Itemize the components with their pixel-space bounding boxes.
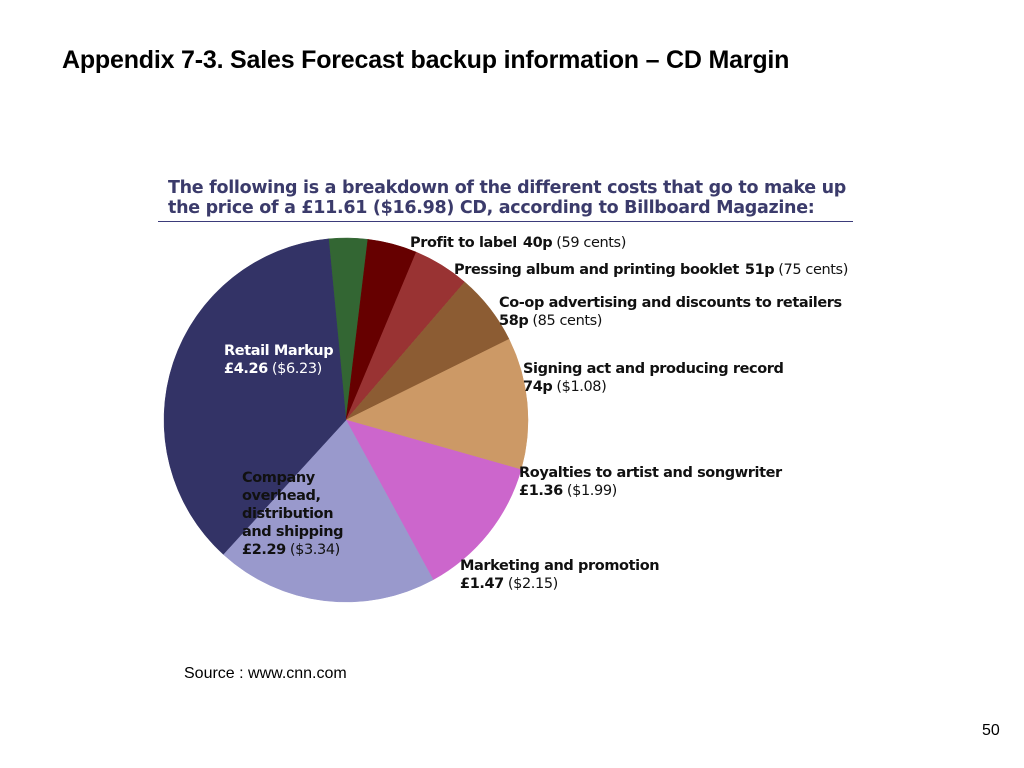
label-value-gbp: 58p [499,313,528,329]
slide-title: Appendix 7-3. Sales Forecast backup info… [62,46,790,74]
pie-chart: Profit to label 40p (59 cents) Pressing alb… [163,235,848,603]
label-value-gbp: £1.36 [519,483,563,499]
page-number: 50 [982,722,1000,739]
label-retail-markup: Retail Markup £4.26 ($6.23) [224,343,333,377]
label-name-line: Company [242,470,316,486]
label-name: Royalties to artist and songwriter [519,465,783,481]
label-company-overhead-distribution-and-shipping: Company overhead, distribution and shipping… [242,470,343,558]
label-value-usd: ($6.23) [272,361,322,377]
label-value-usd: ($1.08) [556,379,606,395]
pie-slice-company-overhead-distribution-and-shipping [222,419,434,603]
chart-title-line-2: the price of a £11.61 ($16.98) CD, accor… [168,198,815,218]
label-name-line: Retail Markup [224,343,333,359]
label-signing-act-and-producing-record: Signing act and producing record 74p ($1.0… [523,361,784,395]
label-profit-to-label: Profit to label 40p (59 cents) [410,235,626,251]
label-value-usd: ($1.99) [567,483,617,499]
label-value-gbp: £4.26 [224,361,268,377]
label-royalties-to-artist-and-songwriter: Royalties to artist and songwriter £1.36(… [519,465,783,499]
source-note: Source : www.cnn.com [184,665,347,682]
chart-title-line-1: The following is a breakdown of the diff… [168,178,847,198]
pie-slice-royalties-to-artist-and-songwriter [345,338,529,470]
label-name: Pressing album and printing booklet [454,262,739,278]
title-underline [158,221,853,222]
slice-labels: Profit to label 40p (59 cents) Pressing alb… [224,235,848,592]
label-value-usd: (85 cents) [532,313,602,329]
label-value-usd: ($3.34) [290,542,340,558]
label-value-usd: ($2.15) [508,576,558,592]
label-pressing-album-and-printing-booklet: Pressing album and printing booklet 51p (7… [454,262,848,278]
label-name-line: distribution [242,506,333,522]
label-name: Marketing and promotion [460,558,659,574]
label-value-gbp: 51p [745,262,774,278]
label-name: Co-op advertising and discounts to retai… [499,295,842,311]
label-value-gbp: 74p [523,379,552,395]
label-name-line: overhead, [242,488,321,504]
label-co-op-advertising-and-discounts-to-retailers: Co-op advertising and discounts to retai… [499,295,842,329]
pie-slice-retail-markup [163,238,347,555]
label-value-gbp: £1.47 [460,576,504,592]
label-value-usd: (75 cents) [778,262,848,278]
label-marketing-and-promotion: Marketing and promotion £1.47 ($2.15) [460,558,659,592]
label-name: Profit to label [410,235,517,251]
label-value-usd: (59 cents) [556,235,626,251]
cost-breakdown-figure: The following is a breakdown of the diff… [158,175,858,615]
label-value-gbp: £2.29 [242,542,286,558]
label-name-line: and shipping [242,524,343,540]
pie-slices [163,237,529,603]
label-value-gbp: 40p [523,235,552,251]
pie-slice-marketing-and-promotion [345,419,522,581]
chart-title: The following is a breakdown of the diff… [168,178,858,218]
label-name: Signing act and producing record [523,361,784,377]
